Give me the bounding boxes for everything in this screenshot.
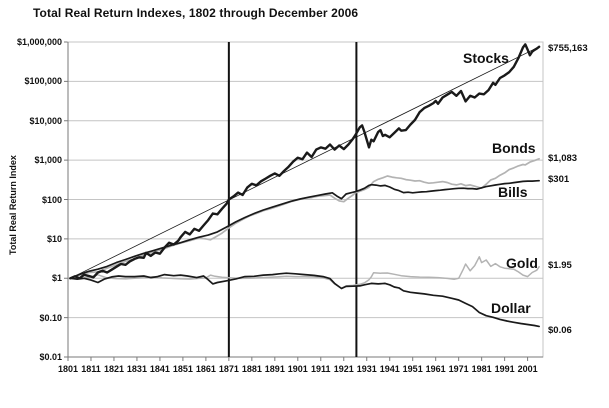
chart-title: Total Real Return Indexes, 1802 through … bbox=[33, 6, 359, 20]
series-line-dollar bbox=[69, 272, 540, 328]
x-tick-label: 1851 bbox=[172, 364, 193, 374]
y-tick-label: $0.10 bbox=[39, 312, 62, 323]
end-value-bills: $301 bbox=[548, 174, 570, 185]
series-label-bonds: Bonds bbox=[492, 140, 536, 156]
y-tick-label: $100 bbox=[41, 194, 62, 205]
y-tick-label: $1 bbox=[51, 273, 62, 284]
x-tick-label: 1971 bbox=[448, 364, 469, 374]
plot-svg bbox=[64, 41, 544, 361]
series-label-gold: Gold bbox=[506, 255, 538, 271]
x-tick-label: 1831 bbox=[126, 364, 147, 374]
end-value-dollar: $0.06 bbox=[548, 325, 572, 336]
x-tick-label: 1951 bbox=[402, 364, 423, 374]
x-tick-label: 2001 bbox=[517, 364, 538, 374]
series-label-dollar: Dollar bbox=[491, 300, 531, 316]
series-line-stocks bbox=[69, 43, 541, 280]
y-axis-title: Total Real Return Index bbox=[8, 155, 18, 255]
x-tick-label: 1841 bbox=[149, 364, 170, 374]
x-tick-label: 1861 bbox=[195, 364, 216, 374]
end-value-gold: $1.95 bbox=[548, 260, 572, 271]
x-tick-label: 1811 bbox=[81, 364, 101, 374]
x-tick-label: 1901 bbox=[287, 364, 308, 374]
x-tick-label: 1821 bbox=[103, 364, 124, 374]
x-tick-label: 1891 bbox=[264, 364, 285, 374]
x-tick-label: 1941 bbox=[379, 364, 400, 374]
y-tick-label: $1,000,000 bbox=[16, 37, 62, 47]
series-line-bills bbox=[69, 179, 540, 280]
y-tick-label: $10,000 bbox=[29, 115, 62, 126]
series-line-bonds bbox=[69, 157, 540, 280]
end-value-stocks: $755,163 bbox=[548, 43, 588, 54]
series-label-stocks: Stocks bbox=[463, 50, 509, 66]
x-tick-label: 1801 bbox=[57, 364, 79, 374]
series-line-gold bbox=[69, 256, 540, 289]
x-tick-label: 1981 bbox=[471, 364, 492, 374]
y-tick-label: $10 bbox=[46, 233, 62, 244]
x-tick-label: 1931 bbox=[356, 364, 377, 374]
end-value-bonds: $1,083 bbox=[548, 153, 578, 164]
y-tick-label: $1,000 bbox=[34, 155, 62, 166]
y-tick-label: $0.01 bbox=[39, 352, 62, 362]
x-tick-label: 1911 bbox=[311, 364, 331, 374]
x-tick-label: 1881 bbox=[241, 364, 262, 374]
series-line-trend bbox=[69, 46, 540, 279]
x-tick-label: 1961 bbox=[425, 364, 446, 374]
x-tick-label: 1991 bbox=[494, 364, 515, 374]
x-tick-label: 1921 bbox=[333, 364, 354, 374]
series-label-bills: Bills bbox=[498, 184, 528, 200]
y-tick-label: $100,000 bbox=[24, 76, 62, 87]
x-tick-label: 1871 bbox=[218, 364, 239, 374]
